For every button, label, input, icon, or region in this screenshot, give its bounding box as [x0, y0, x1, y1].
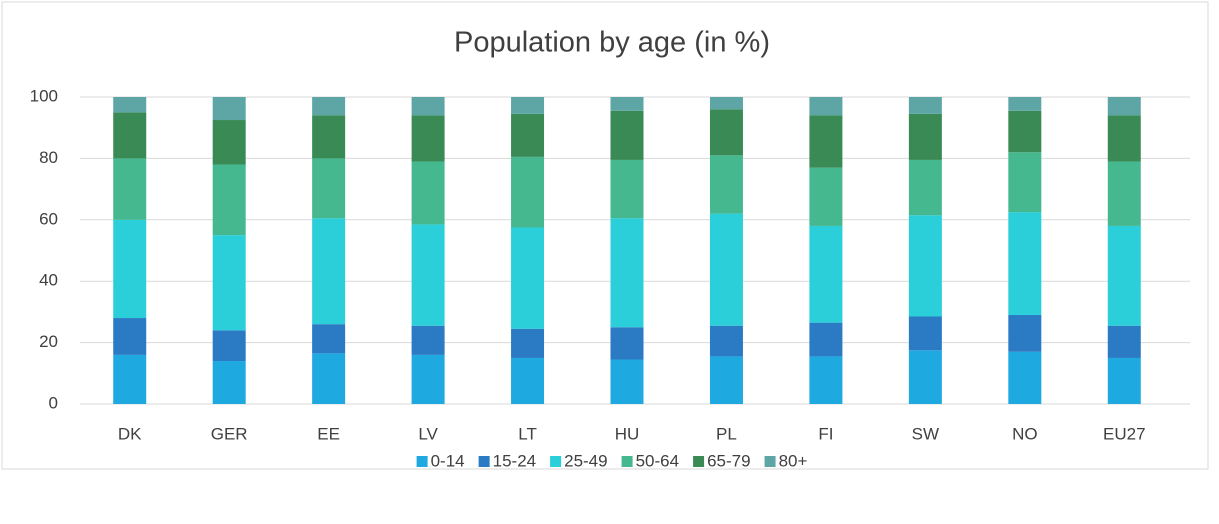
- bar-segment: [809, 322, 843, 357]
- bar-segment: [411, 224, 445, 326]
- x-tick-label: SW: [912, 424, 939, 443]
- bar-segment: [411, 97, 445, 116]
- bar-segment: [610, 359, 644, 404]
- bar-segment: [312, 115, 346, 159]
- bar-segment: [809, 97, 843, 116]
- legend-swatch: [478, 456, 490, 467]
- legend-label: 25-49: [564, 451, 607, 470]
- bar-segment: [610, 97, 644, 111]
- x-tick-label: LT: [518, 424, 537, 443]
- bar-segment: [1107, 325, 1141, 358]
- bar-segment: [312, 353, 346, 404]
- bar-segment: [312, 218, 346, 325]
- bar-segment: [908, 97, 942, 114]
- legend-swatch: [621, 456, 633, 467]
- bar-segment: [212, 361, 246, 404]
- bar-segment: [212, 235, 246, 331]
- bar-segment: [511, 156, 545, 228]
- bar-segment: [113, 112, 147, 159]
- bar-segment: [809, 167, 843, 226]
- bar-segment: [1107, 225, 1141, 326]
- y-tick-label: 60: [39, 209, 58, 228]
- bar-segment: [113, 219, 147, 319]
- bar-segment: [411, 325, 445, 355]
- bar-segment: [312, 97, 346, 116]
- bar-segment: [511, 328, 545, 358]
- bar-segment: [212, 164, 246, 236]
- bar-segment: [113, 97, 147, 113]
- bar-segment: [212, 120, 246, 165]
- x-tick-label: EE: [317, 424, 340, 443]
- bar-segment: [908, 159, 942, 216]
- legend-swatch: [764, 456, 776, 467]
- bar-segment: [113, 318, 147, 355]
- legend-swatch: [416, 456, 428, 467]
- x-tick-label: GER: [211, 424, 248, 443]
- x-tick-label: DK: [118, 424, 142, 443]
- bar-segment: [709, 325, 743, 357]
- chart-title: Population by age (in %): [454, 27, 770, 59]
- y-tick-label: 100: [30, 86, 58, 105]
- x-tick-label: EU27: [1103, 424, 1146, 443]
- bar-segment: [610, 110, 644, 160]
- bar-segment: [610, 159, 644, 219]
- legend-label: 15-24: [493, 451, 536, 470]
- bar-segment: [113, 354, 147, 404]
- bar-segment: [709, 356, 743, 404]
- bar-segment: [511, 357, 545, 404]
- legend-label: 65-79: [707, 451, 750, 470]
- x-tick-label: LV: [418, 424, 438, 443]
- bar-segment: [411, 161, 445, 225]
- bar-segment: [1107, 115, 1141, 162]
- y-tick-label: 0: [49, 393, 58, 412]
- bar-segment: [1107, 357, 1141, 404]
- bar-segment: [511, 97, 545, 114]
- bar-segment: [908, 113, 942, 160]
- x-tick-label: NO: [1012, 424, 1038, 443]
- bar-segment: [709, 213, 743, 326]
- y-tick-label: 40: [39, 271, 58, 290]
- x-tick-label: PL: [716, 424, 737, 443]
- legend-label: 50-64: [636, 451, 679, 470]
- legend-label: 80+: [779, 451, 808, 470]
- bar-segment: [908, 350, 942, 404]
- y-tick-label: 80: [39, 148, 58, 167]
- bar-segment: [511, 113, 545, 157]
- y-tick-label: 20: [39, 332, 58, 351]
- bar-segment: [1008, 351, 1042, 404]
- x-tick-label: FI: [818, 424, 833, 443]
- x-tick-label: HU: [615, 424, 640, 443]
- bar-segment: [312, 158, 346, 219]
- bar-segment: [411, 115, 445, 162]
- bar-segment: [212, 97, 246, 121]
- bar-segment: [809, 225, 843, 323]
- legend-label: 0-14: [431, 451, 465, 470]
- bar-segment: [1008, 97, 1042, 111]
- bar-segment: [1008, 314, 1042, 352]
- bar-segment: [610, 327, 644, 360]
- bar-segment: [411, 354, 445, 404]
- bar-segment: [113, 158, 147, 220]
- bar-segment: [610, 218, 644, 328]
- bar-segment: [312, 324, 346, 354]
- bar-segment: [1107, 161, 1141, 226]
- bar-segment: [908, 215, 942, 317]
- bar-segment: [212, 330, 246, 362]
- bar-segment: [709, 155, 743, 214]
- bar-segment: [511, 227, 545, 329]
- bar-segment: [809, 115, 843, 168]
- bar-segment: [1008, 212, 1042, 315]
- bar-segment: [908, 316, 942, 351]
- legend-swatch: [550, 456, 562, 467]
- legend-swatch: [693, 456, 705, 467]
- bar-segment: [709, 97, 743, 110]
- bar-segment: [709, 109, 743, 156]
- bar-segment: [1008, 110, 1042, 153]
- chart-frame: [1, 1, 1209, 470]
- bar-segment: [1008, 152, 1042, 213]
- bar-segment: [809, 356, 843, 404]
- bar-segment: [1107, 97, 1141, 116]
